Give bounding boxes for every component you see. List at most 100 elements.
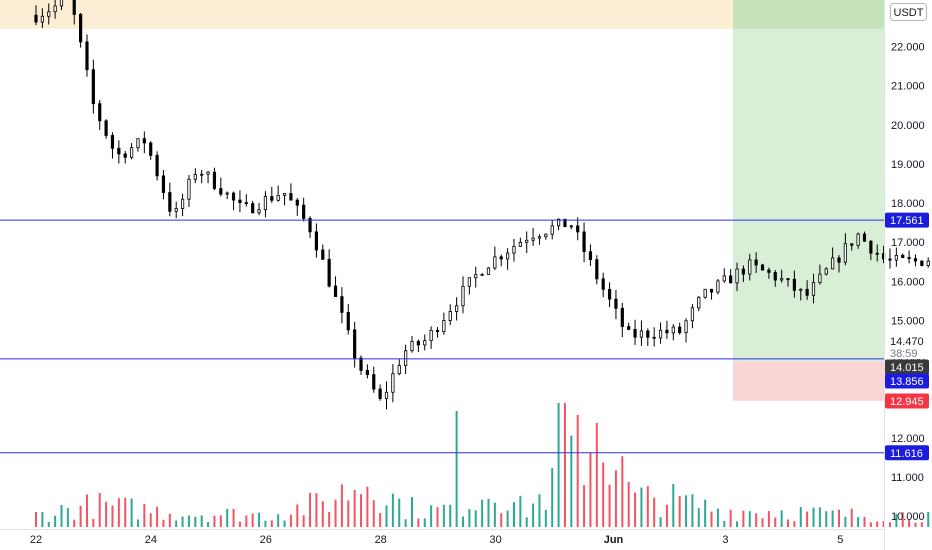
candle [333,276,338,298]
volume-bar [258,512,261,527]
candle-body [212,171,217,189]
volume-bar [621,456,624,527]
time-axis[interactable]: 22 24 26 28 30 Jun 3 5 [30,534,843,546]
candle-body [633,328,637,338]
volume-bar [136,519,139,527]
candle-body [117,147,121,155]
volume-bar [366,486,369,527]
candle [767,267,771,279]
candle [180,193,185,217]
candle [741,265,746,282]
candle-body [384,391,389,399]
volume-bar [525,517,528,527]
volume-bar [659,517,662,527]
candle [843,233,847,266]
candle [486,267,491,275]
candle-body [47,11,51,17]
candle-body [901,254,905,258]
volume-bar [602,462,605,527]
volume-bar [857,516,860,527]
candle-body [799,288,803,291]
volume-bar [532,503,535,527]
stop-price-tag: 12.945 [885,393,929,409]
candle [161,170,166,200]
zones-layer [0,0,884,401]
candle [423,334,427,351]
volume-bar [449,504,452,527]
volume-bar [927,512,930,527]
candle-body [493,256,497,269]
volume-bar [302,515,305,527]
candle-body [729,275,733,284]
x-tick-label: 28 [375,534,387,546]
candle [614,289,618,320]
candle [525,231,529,254]
supply-zone [0,0,733,29]
volume-bar [379,512,382,527]
candle [372,366,376,393]
x-tick-label: 3 [722,534,728,546]
candle-body [219,188,223,195]
candle-body [435,329,440,333]
candle-body [359,357,363,371]
volume-bar [512,502,515,527]
levels-layer[interactable] [0,219,884,454]
volume-bar [570,435,573,527]
volume-bar [309,492,312,527]
candle [620,302,624,338]
candle [709,288,714,300]
candle [818,264,822,285]
candle [474,266,478,288]
candle [703,288,707,299]
level-2-tag-text: 13.856 [890,376,924,388]
level-bottom-tag-text: 11.616 [890,448,923,460]
volume-bar [844,516,847,527]
candle-body [576,225,580,233]
volume-bar [576,415,579,527]
volume-bar [761,518,764,527]
volume-bar [812,507,815,527]
candle [875,244,879,262]
volume-bar [780,510,783,527]
candle [831,247,835,270]
volume-bar [289,514,292,527]
candle-body [251,203,255,214]
candle-body [850,243,854,246]
candle-body [588,251,593,261]
candle [531,228,535,246]
candle-body [824,268,828,275]
candle-body [174,208,178,212]
candle [550,219,554,240]
candle-body [136,138,140,149]
x-tick-label: 22 [30,534,42,546]
candle-body [678,326,682,334]
candle-body [200,173,204,176]
volume-bar [372,500,375,527]
candle [302,197,306,222]
volume-bar [793,521,796,527]
currency-badge[interactable]: USDT [890,3,927,21]
candle [110,132,115,159]
candle [926,257,930,268]
candle [569,224,573,230]
candle-body [735,268,739,284]
candle [506,248,510,270]
candle-body [59,0,64,7]
candle-body [442,320,446,333]
volume-bar [207,522,210,527]
candle-body [639,330,644,338]
candle [894,247,898,267]
volume-bar [908,519,911,527]
candle-body [98,103,102,122]
level-bottom-tag-bg [885,445,929,461]
volume-bar [181,516,184,527]
candle-body [129,147,134,158]
candle-body [346,311,350,331]
candle-body [123,153,127,158]
candle-body [149,142,153,156]
candle [212,167,217,191]
stop-zone [733,361,884,401]
volume-bar [640,487,643,527]
y-tick-label: 11.000 [891,472,924,484]
